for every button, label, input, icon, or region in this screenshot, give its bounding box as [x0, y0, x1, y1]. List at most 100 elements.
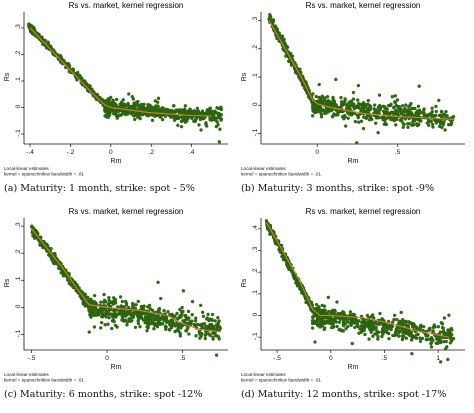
scatter-point	[170, 325, 174, 330]
scatter-point	[392, 313, 397, 318]
scatter-point	[349, 323, 353, 327]
scatter-point	[67, 70, 72, 74]
scatter-point	[393, 94, 397, 98]
x-tick-label: 0	[315, 149, 319, 156]
scatter-point	[340, 109, 345, 114]
x-axis-title: Rm	[348, 364, 359, 371]
scatter-point	[199, 128, 203, 132]
scatter-point	[392, 110, 396, 114]
scatter-point	[99, 320, 104, 325]
scatter-point	[142, 318, 146, 322]
caption-d: (d) Maturity: 12 months, strike: spot -1…	[241, 389, 447, 400]
scatter-point	[331, 97, 335, 101]
scatter-point	[364, 102, 368, 107]
scatter-point	[57, 266, 61, 270]
x-tick-label: 0	[329, 355, 333, 362]
scatter-point	[447, 313, 451, 317]
scatter-point	[102, 292, 106, 297]
scatter-point	[112, 102, 116, 106]
y-tick-label: -.1	[252, 332, 259, 340]
scatter-point	[431, 125, 435, 129]
caption-a: (a) Maturity: 1 month, strike: spot - 5%	[4, 183, 195, 194]
y-tick-label: -.1	[15, 329, 22, 337]
scatter-point	[213, 319, 217, 323]
scatter-point	[387, 337, 391, 341]
scatter-point	[167, 327, 172, 332]
scatter-point	[406, 125, 410, 129]
scatter-point	[361, 101, 366, 105]
scatter-point	[111, 296, 116, 300]
scatter-point	[87, 309, 91, 313]
scatter-point	[353, 325, 357, 330]
scatter-point	[349, 113, 354, 117]
scatter-point	[328, 101, 333, 105]
scatter-point	[347, 104, 351, 108]
chart-title: Rs vs. market, kernel regression	[306, 207, 421, 216]
y-tick-label: 0	[15, 104, 22, 108]
y-axis-title: Rs	[241, 278, 248, 287]
scatter-point	[407, 104, 411, 109]
scatter-point	[219, 118, 223, 122]
scatter-point	[207, 107, 211, 111]
x-tick-label: 0	[105, 355, 109, 362]
scatter-point	[112, 299, 116, 303]
scatter-point	[136, 299, 140, 304]
scatter-point	[209, 325, 213, 329]
scatter-point	[358, 327, 362, 331]
scatter-point	[199, 322, 203, 327]
scatter-point	[449, 333, 453, 338]
scatter-point	[400, 320, 405, 324]
scatter-point	[169, 115, 173, 119]
scatter-point	[190, 299, 195, 304]
scatter-point	[155, 322, 159, 326]
y-tick-label: .2	[15, 249, 22, 255]
scatter-point	[409, 101, 413, 106]
x-tick-label: -.5	[273, 355, 281, 362]
scatter-point	[172, 110, 176, 114]
note-text: kernel = epanechnikov bandwidth = .01	[4, 378, 84, 383]
scatter-point	[204, 332, 208, 336]
scatter-point	[353, 119, 358, 124]
scatter-point	[367, 103, 372, 108]
scatter-point	[396, 110, 400, 115]
note-text: Local-linear estimates	[4, 372, 49, 377]
scatter-point	[395, 98, 400, 102]
scatter-point	[194, 334, 198, 338]
scatter-point	[429, 345, 434, 349]
scatter-point	[111, 99, 115, 103]
x-axis-title: Rm	[348, 158, 359, 165]
x-tick-label: -.5	[28, 355, 36, 362]
scatter-point	[268, 14, 273, 19]
y-axis-title: Rs	[4, 72, 11, 81]
scatter-point	[316, 306, 320, 310]
scatter-point	[434, 121, 439, 125]
scatter-point	[356, 120, 361, 124]
scatter-point	[434, 104, 438, 109]
scatter-point	[448, 341, 453, 345]
scatter-point	[350, 341, 354, 346]
scatter-point	[434, 109, 439, 114]
scatter-point	[204, 121, 208, 125]
scatter-point	[336, 113, 340, 117]
scatter-point	[112, 309, 117, 314]
scatter-point	[200, 310, 205, 315]
scatter-point	[441, 329, 446, 333]
scatter-point	[313, 306, 318, 311]
scatter-point	[148, 105, 152, 110]
scatter-point	[198, 336, 202, 340]
y-tick-label: .1	[252, 73, 259, 79]
scatter-point	[184, 329, 189, 333]
y-tick-label: .2	[252, 45, 259, 51]
scatter-point	[312, 314, 316, 318]
scatter-point	[314, 302, 319, 307]
scatter-point	[377, 93, 382, 97]
scatter-point	[294, 71, 298, 75]
scatter-point	[54, 262, 59, 266]
scatter-point	[159, 114, 164, 118]
scatter-point	[329, 309, 334, 314]
scatter-points	[267, 12, 456, 145]
scatter-point	[92, 325, 97, 329]
scatter-point	[311, 92, 315, 96]
x-tick-label: .5	[382, 355, 388, 362]
scatter-point	[395, 317, 399, 322]
